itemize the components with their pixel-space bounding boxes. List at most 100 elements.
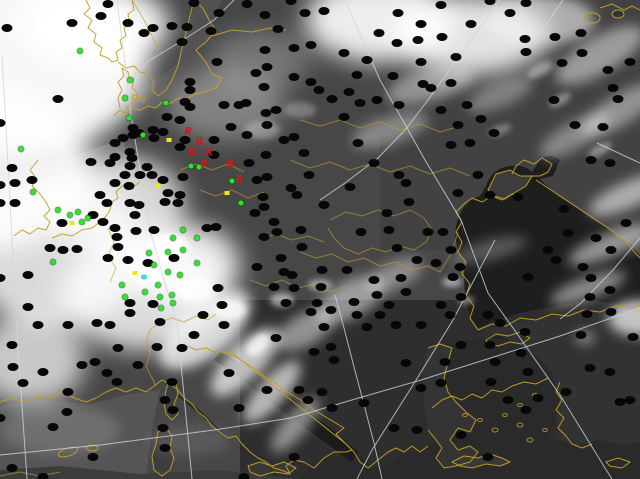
station-dot-marker <box>37 473 49 479</box>
rain-symbol-marker: R <box>225 156 235 171</box>
station-dot-marker <box>484 191 496 199</box>
green-observation-marker <box>127 77 133 83</box>
station-dot-marker <box>101 199 113 207</box>
station-dot-marker <box>338 49 350 57</box>
green-observation-marker <box>30 189 36 195</box>
station-dot-marker <box>285 184 297 192</box>
green-observation-marker <box>165 269 171 275</box>
station-dot-marker <box>258 203 270 211</box>
station-dot-marker <box>620 219 632 227</box>
station-dot-marker <box>142 259 154 267</box>
station-dot-marker <box>176 38 188 46</box>
green-observation-marker <box>238 200 244 206</box>
station-dot-marker <box>302 396 314 404</box>
station-dot-marker <box>159 198 171 206</box>
station-dot-marker <box>280 299 292 307</box>
station-dot-marker <box>147 24 159 32</box>
station-dot-marker <box>577 263 589 271</box>
station-dot-marker <box>576 49 588 57</box>
graticule-line <box>539 0 564 34</box>
station-dot-marker <box>371 291 383 299</box>
station-dot-marker <box>123 182 135 190</box>
station-dot-marker <box>157 128 169 136</box>
station-dot-marker <box>569 121 581 129</box>
station-dot-marker <box>188 331 200 339</box>
station-dot-marker <box>452 121 464 129</box>
station-dot-marker <box>318 201 330 209</box>
station-dot-marker <box>316 266 328 274</box>
station-dot-marker <box>445 141 457 149</box>
station-dot-marker <box>66 19 78 27</box>
station-dot-marker <box>288 73 300 81</box>
station-dot-marker <box>261 121 273 129</box>
station-dot-marker <box>604 368 616 376</box>
green-observation-marker <box>170 235 176 241</box>
station-dot-marker <box>26 176 38 184</box>
station-dot-marker <box>210 223 222 231</box>
station-dot-marker <box>0 181 6 189</box>
graticule-line <box>319 0 501 201</box>
yellow-observation-marker <box>155 184 161 188</box>
station-dot-marker <box>425 84 437 92</box>
station-dot-marker <box>261 63 273 71</box>
station-dot-marker <box>305 308 317 316</box>
station-dot-marker <box>117 134 129 142</box>
station-dot-marker <box>502 396 514 404</box>
station-dot-marker <box>484 341 496 349</box>
station-dot-marker <box>627 333 639 341</box>
station-dot-marker <box>62 388 74 396</box>
station-dot-marker <box>607 84 619 92</box>
station-dot-marker <box>174 191 186 199</box>
station-dot-marker <box>393 171 405 179</box>
station-dot-marker <box>6 464 18 472</box>
station-dot-marker <box>208 136 220 144</box>
station-dot-marker <box>104 321 116 329</box>
station-dot-marker <box>605 246 617 254</box>
station-dot-marker <box>104 159 116 167</box>
station-dot-marker <box>439 358 451 366</box>
green-observation-marker <box>151 262 157 268</box>
station-dot-marker <box>181 23 193 31</box>
station-dot-marker <box>381 209 393 217</box>
station-dot-marker <box>233 404 245 412</box>
green-observation-marker <box>75 209 81 215</box>
green-observation-marker <box>177 272 183 278</box>
rain-symbol-marker: R <box>183 123 193 138</box>
station-dot-marker <box>361 56 373 64</box>
station-dot-marker <box>624 396 636 404</box>
green-observation-marker <box>155 282 161 288</box>
station-dot-marker <box>132 361 144 369</box>
station-dot-marker <box>184 103 196 111</box>
station-dot-marker <box>109 224 121 232</box>
station-dot-marker <box>275 254 287 262</box>
station-dot-marker <box>494 319 506 327</box>
station-dot-marker <box>61 408 73 416</box>
station-dot-marker <box>188 0 200 7</box>
station-dot-marker <box>260 109 272 117</box>
station-dot-marker <box>452 189 464 197</box>
station-dot-marker <box>124 148 136 156</box>
green-observation-marker <box>142 289 148 295</box>
station-dot-marker <box>288 133 300 141</box>
station-dot-marker <box>159 396 171 404</box>
green-observation-marker <box>169 292 175 298</box>
station-dot-marker <box>605 308 617 316</box>
station-dot-marker <box>435 106 447 114</box>
green-observation-marker <box>119 282 125 288</box>
station-dot-marker <box>47 423 59 431</box>
station-dot-marker <box>295 226 307 234</box>
station-dot-marker <box>461 101 473 109</box>
station-dot-marker <box>91 319 103 327</box>
station-dot-marker <box>6 341 18 349</box>
station-dot-marker <box>251 263 263 271</box>
station-dot-marker <box>373 29 385 37</box>
station-dot-marker <box>111 378 123 386</box>
station-dot-marker <box>218 321 230 329</box>
rain-symbol-marker: R <box>234 171 244 186</box>
station-dot-marker <box>52 95 64 103</box>
station-dot-marker <box>6 164 18 172</box>
station-dot-marker <box>445 246 457 254</box>
